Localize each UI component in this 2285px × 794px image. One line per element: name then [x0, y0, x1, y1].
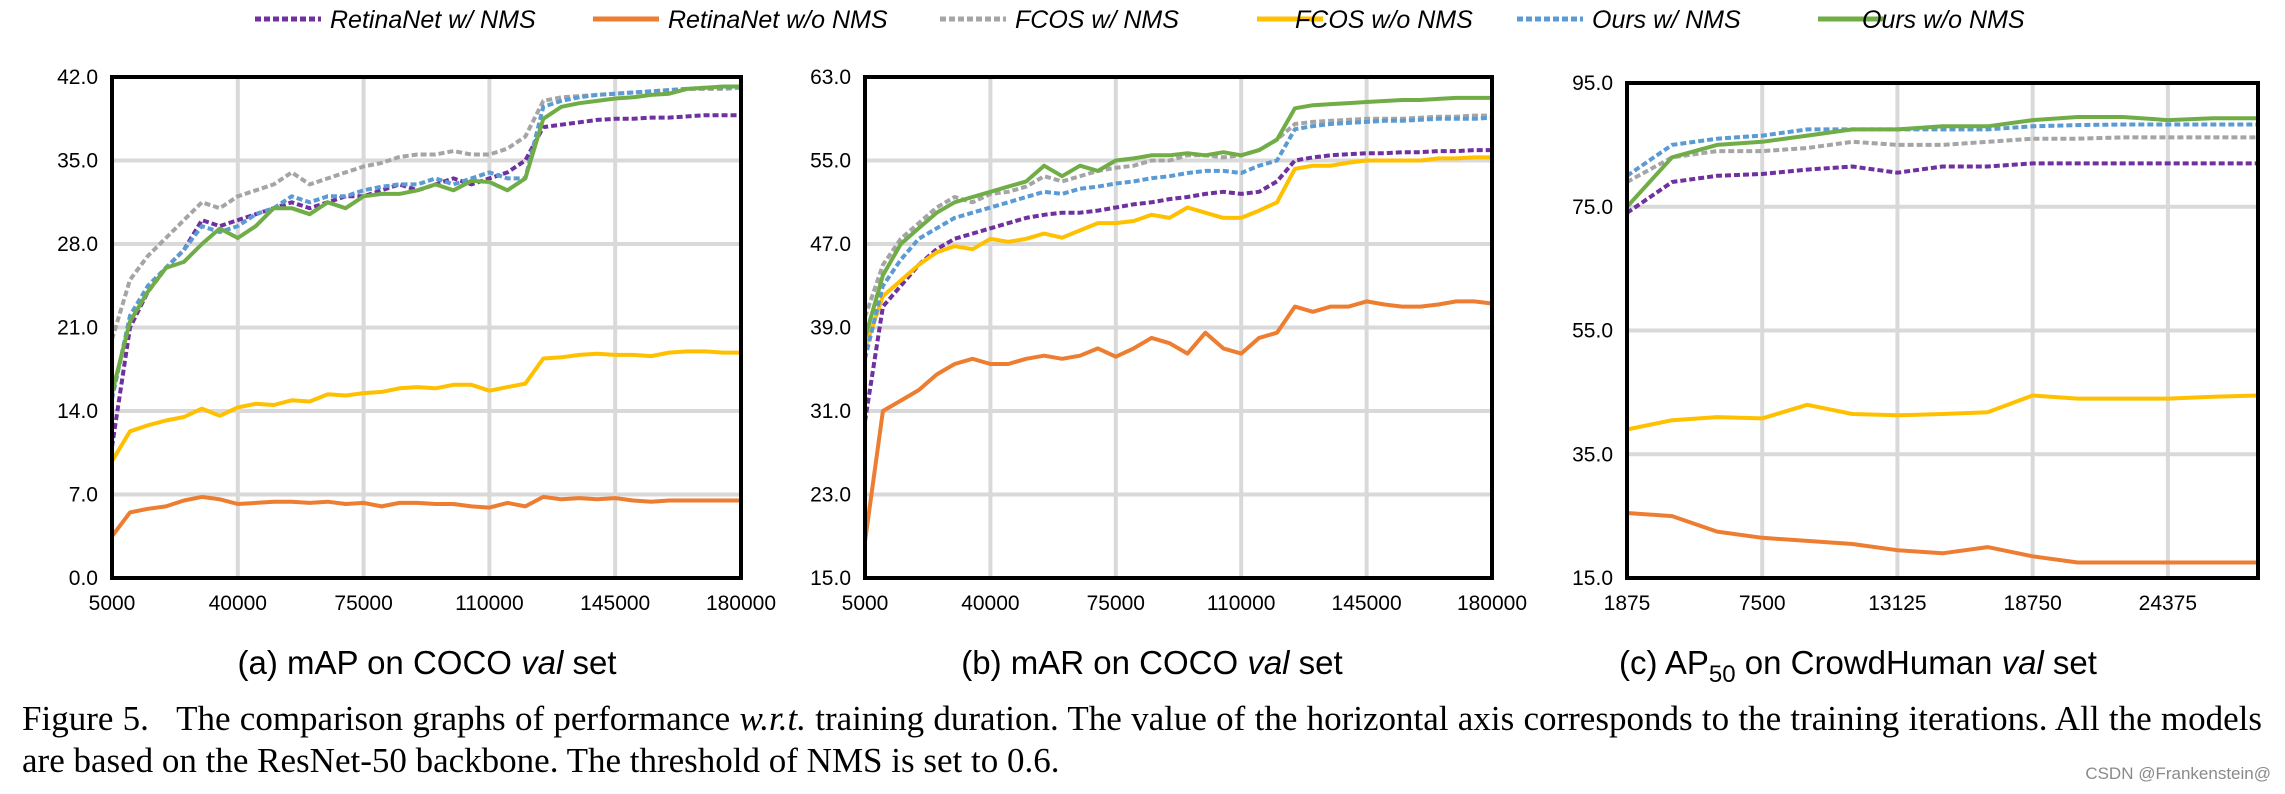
y-tick-label: 47.0	[810, 233, 851, 256]
caption-text-before: The comparison graphs of performance	[176, 699, 731, 738]
series-line-fcos-w-o-nms	[110, 349, 741, 463]
legend-label-retinanet-w-nms: RetinaNet w/ NMS	[330, 6, 536, 34]
series-line-ours-w-nms	[1625, 122, 2258, 178]
plot-frame	[863, 75, 1494, 580]
x-tick-label: 13125	[1868, 592, 1926, 615]
x-tick-label: 1875	[1604, 592, 1651, 615]
x-tick-label: 110000	[455, 592, 524, 615]
subcaption: (b) mAR on COCO val set	[961, 644, 1342, 681]
x-tick-label: 18750	[2003, 592, 2061, 615]
legend-label-ours-w-o-nms: Ours w/o NMS	[1862, 6, 2025, 34]
series-line-retinanet-w-nms	[110, 113, 741, 448]
chart-ap50-crowdhuman: 15.0 35.0 55.0 75.0 95.0 1875 7500 13125 18750 24…	[1572, 72, 2260, 688]
series-line-retinanet-w-o-nms	[110, 494, 741, 538]
legend-label-fcos-w-nms: FCOS w/ NMS	[1015, 6, 1179, 34]
x-tick-label: 110000	[1207, 592, 1276, 615]
y-tick-label: 95.0	[1572, 72, 1613, 95]
legend-label-retinanet-w-o-nms: RetinaNet w/o NMS	[668, 6, 888, 34]
chart-map-coco: 0.0 7.0 14.0 21.0 28.0 35.0 42.0 5000 40000 75000…	[57, 66, 776, 681]
y-tick-label: 7.0	[69, 484, 98, 507]
y-tick-label: 15.0	[1572, 567, 1613, 590]
x-tick-label: 40000	[961, 592, 1019, 615]
series-line-fcos-w-o-nms	[1626, 393, 2259, 432]
series-line-ours-w-o-nms	[1625, 115, 2258, 209]
series-line-fcos-w-o-nms	[863, 155, 1492, 350]
x-tick-label: 180000	[706, 592, 776, 615]
y-tick-label: 31.0	[810, 400, 851, 423]
series-line-ours-w-o-nms	[863, 95, 1492, 339]
y-tick-label: 42.0	[57, 66, 98, 89]
x-tick-label: 5000	[842, 592, 889, 615]
caption-wrt: w.r.t.	[739, 699, 806, 738]
y-tick-label: 14.0	[57, 400, 98, 423]
y-tick-label: 55.0	[810, 150, 851, 173]
caption-prefix: Figure 5.	[22, 699, 149, 738]
series-line-retinanet-w-nms	[1625, 161, 2258, 215]
y-tick-label: 63.0	[810, 66, 851, 89]
series-line-retinanet-w-o-nms	[863, 299, 1493, 542]
legend: RetinaNet w/ NMS RetinaNet w/o NMS FCOS w/…	[255, 6, 2025, 34]
caption-text-after: training duration. The value of the hori…	[22, 699, 2262, 780]
series-line-fcos-w-nms	[110, 85, 742, 340]
series-line-retinanet-w-o-nms	[1626, 511, 2258, 565]
x-tick-label: 7500	[1739, 592, 1786, 615]
y-tick-label: 15.0	[810, 567, 851, 590]
x-tick-label: 75000	[334, 592, 392, 615]
x-tick-label: 180000	[1457, 592, 1527, 615]
plot-frame	[110, 75, 743, 580]
y-tick-label: 39.0	[810, 317, 851, 340]
x-tick-label: 75000	[1087, 592, 1145, 615]
y-tick-label: 35.0	[57, 150, 98, 173]
x-tick-label: 145000	[580, 592, 650, 615]
series-line-ours-w-o-nms	[110, 84, 741, 394]
x-tick-label: 24375	[2139, 592, 2197, 615]
y-tick-label: 55.0	[1572, 320, 1613, 343]
plot-frame	[1625, 81, 2260, 580]
series-line-retinanet-w-nms	[863, 148, 1492, 422]
subcaption: (c) AP50 on CrowdHuman val set	[1619, 644, 2097, 688]
y-tick-label: 35.0	[1572, 443, 1613, 466]
watermark: CSDN @Frankenstein@	[2085, 764, 2271, 783]
y-tick-label: 21.0	[57, 317, 98, 340]
figure-caption: Figure 5. The comparison graphs of perfo…	[22, 698, 2262, 782]
series-line-fcos-w-nms	[1626, 135, 2258, 184]
x-tick-label: 5000	[89, 592, 136, 615]
y-tick-label: 28.0	[57, 233, 98, 256]
series-line-ours-w-nms	[863, 115, 1493, 360]
y-tick-label: 0.0	[69, 567, 98, 590]
legend-label-fcos-w-o-nms: FCOS w/o NMS	[1295, 6, 1473, 34]
subcaption: (a) mAP on COCO val set	[237, 644, 616, 681]
x-tick-label: 145000	[1332, 592, 1402, 615]
chart-mar-coco: 15.0 23.0 31.0 39.0 47.0 55.0 63.0 5000 40000 750…	[810, 66, 1527, 681]
y-tick-label: 23.0	[810, 484, 851, 507]
x-tick-label: 40000	[209, 592, 267, 615]
y-tick-label: 75.0	[1572, 196, 1613, 219]
legend-label-ours-w-nms: Ours w/ NMS	[1592, 6, 1741, 34]
